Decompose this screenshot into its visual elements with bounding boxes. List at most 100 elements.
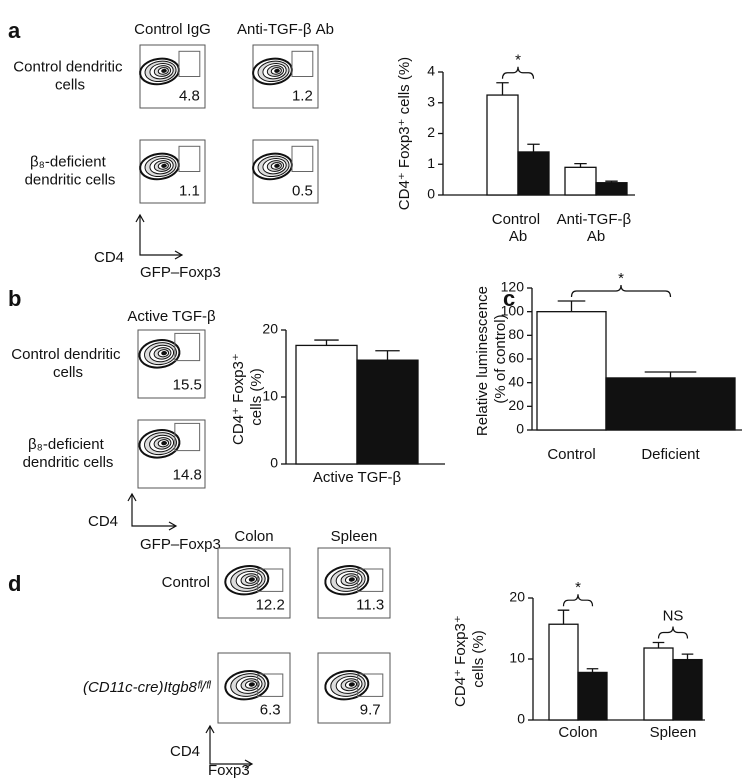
- error-bar: [574, 162, 587, 168]
- contour: [348, 577, 355, 582]
- row-label: β₈-deficient dendritic cells: [25, 153, 116, 188]
- y-tick-label: 0: [516, 421, 524, 437]
- row-label: β₈-deficient dendritic cells: [23, 436, 114, 471]
- error-bar: [527, 143, 540, 152]
- y-tick-label: 100: [501, 302, 525, 318]
- contour: [274, 163, 280, 168]
- contour: [161, 350, 168, 356]
- significance-label: *: [575, 579, 581, 596]
- row-label: Control dendritic cells: [11, 346, 124, 381]
- contour: [161, 68, 167, 73]
- contour: [161, 440, 168, 446]
- error-bar: [557, 609, 570, 625]
- bar: [577, 671, 608, 721]
- panel-label: a: [8, 18, 21, 43]
- y-tick-label: 0: [270, 455, 278, 471]
- text-line: cells (%): [248, 368, 265, 426]
- contour: [274, 68, 280, 73]
- y-tick-label: 0: [427, 186, 435, 202]
- text-line: CD4⁺ Foxp3⁺: [230, 349, 247, 445]
- y-axis-label: CD4⁺ Foxp3⁺ cells (%): [452, 611, 487, 707]
- text-line: (% of control): [492, 314, 509, 403]
- arrow-head: [127, 492, 137, 502]
- x-axis-label: Foxp3: [208, 762, 250, 779]
- significance-label: *: [618, 270, 624, 287]
- arrow-head: [174, 250, 184, 260]
- y-axis-label: CD4: [170, 743, 200, 760]
- text-line: Deficient: [641, 446, 700, 463]
- bar: [295, 344, 358, 465]
- gate-value: 6.3: [260, 701, 281, 718]
- y-axis-label: CD4⁺ Foxp3⁺ cells (%): [230, 349, 265, 445]
- x-tick-label: Control: [547, 446, 595, 463]
- gate-value: 1.2: [292, 88, 313, 105]
- gate: [257, 568, 284, 592]
- x-tick-label: Active TGF-β: [313, 469, 402, 486]
- y-axis-label: CD4: [94, 249, 124, 266]
- column-header: Colon: [234, 528, 273, 545]
- x-tick-label: Anti-TGF-β Ab: [557, 211, 636, 245]
- gate-value: 15.5: [173, 377, 202, 394]
- y-tick-label: 2: [427, 124, 435, 140]
- panel-label: c: [503, 286, 515, 311]
- gate: [291, 145, 314, 173]
- arrow-head: [135, 213, 145, 223]
- text-line: β₈-deficient: [30, 153, 110, 170]
- significance-label: *: [515, 52, 521, 69]
- arrow-head: [244, 759, 254, 769]
- error-bar: [681, 653, 694, 660]
- error-bar: [652, 641, 665, 649]
- column-header: Spleen: [331, 528, 378, 545]
- text-line: (CD11c-cre)Itgb8ᶠˡ/ᶠˡ: [83, 679, 212, 696]
- gate-value: 14.8: [173, 467, 202, 484]
- y-axis-label: CD4⁺ Foxp3⁺ cells (%): [396, 57, 413, 210]
- y-tick-label: 10: [262, 388, 278, 404]
- gate-value: 11.3: [356, 596, 384, 613]
- text-line: dendritic cells: [23, 454, 114, 471]
- column-header: Anti-TGF-β Ab: [237, 21, 334, 38]
- gate: [291, 50, 314, 77]
- x-axis-label: GFP–Foxp3: [140, 264, 221, 281]
- row-label: (CD11c-cre)Itgb8ᶠˡ/ᶠˡ: [83, 679, 212, 696]
- text-line: Control: [162, 574, 210, 591]
- gate: [357, 568, 384, 592]
- y-tick-label: 3: [427, 93, 435, 109]
- axis-arrow: [131, 494, 176, 527]
- y-tick-label: 20: [509, 589, 525, 605]
- y-tick-label: 1: [427, 155, 435, 171]
- error-bar: [375, 350, 400, 361]
- x-tick-label: Control Ab: [492, 211, 545, 245]
- axis-arrow: [209, 726, 252, 765]
- gate-value: 1.1: [179, 183, 200, 200]
- gate-value: 0.5: [292, 183, 313, 200]
- error-bar: [314, 339, 339, 346]
- text-line: Colon: [558, 724, 597, 741]
- arrow-head: [205, 724, 215, 734]
- contour: [348, 682, 355, 687]
- error-bar: [605, 180, 618, 183]
- y-tick-label: 120: [501, 279, 525, 295]
- text-line: Ab: [587, 228, 605, 245]
- text-line: cells: [53, 364, 83, 381]
- text-line: Relative luminescence: [474, 282, 491, 436]
- gate: [174, 332, 201, 362]
- bar: [486, 94, 519, 196]
- gate-value: 9.7: [360, 701, 381, 718]
- x-tick-label: Colon: [558, 724, 597, 741]
- x-tick-label: Spleen: [650, 724, 697, 741]
- bar: [356, 359, 419, 465]
- bar: [605, 377, 736, 431]
- gate: [178, 50, 201, 77]
- gate: [178, 145, 201, 173]
- error-bar: [557, 300, 586, 312]
- arrow-head: [168, 521, 178, 531]
- x-tick-label: Deficient: [641, 446, 700, 463]
- gate: [357, 673, 384, 697]
- bar: [536, 311, 607, 431]
- error-bar: [644, 371, 697, 378]
- y-tick-label: 40: [508, 373, 524, 389]
- gate: [257, 673, 284, 697]
- bar: [517, 151, 550, 196]
- bar: [564, 166, 597, 196]
